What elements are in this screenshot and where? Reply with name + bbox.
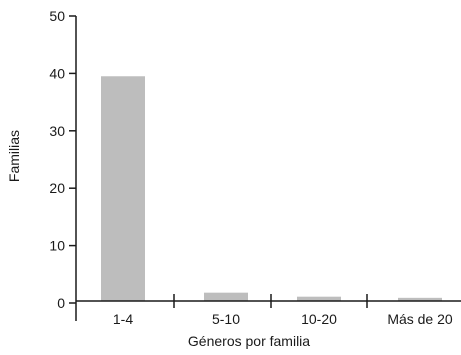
y-tick-label: 50 <box>49 8 65 24</box>
bars-group <box>101 76 442 302</box>
y-tick-label: 40 <box>49 65 65 81</box>
x-axis-title: Géneros por familia <box>188 333 310 349</box>
x-tick-label: 5-10 <box>212 311 240 327</box>
y-axis: 0 10 20 30 40 50 <box>49 8 77 321</box>
y-tick-label: 30 <box>49 123 65 139</box>
bar-3 <box>398 297 442 301</box>
x-axis: 1-4 5-10 10-20 Más de 20 <box>76 294 461 327</box>
bar-0 <box>101 76 145 302</box>
bar-1 <box>204 292 248 301</box>
x-tick-label: Más de 20 <box>387 311 453 327</box>
bar-2 <box>297 296 341 301</box>
y-tick-label: 0 <box>57 295 65 311</box>
x-tick-label: 1-4 <box>113 311 133 327</box>
x-tick-label: 10-20 <box>301 311 337 327</box>
y-axis-title: Familias <box>6 130 22 182</box>
y-tick-label: 20 <box>49 180 65 196</box>
y-tick-label: 10 <box>49 238 65 254</box>
